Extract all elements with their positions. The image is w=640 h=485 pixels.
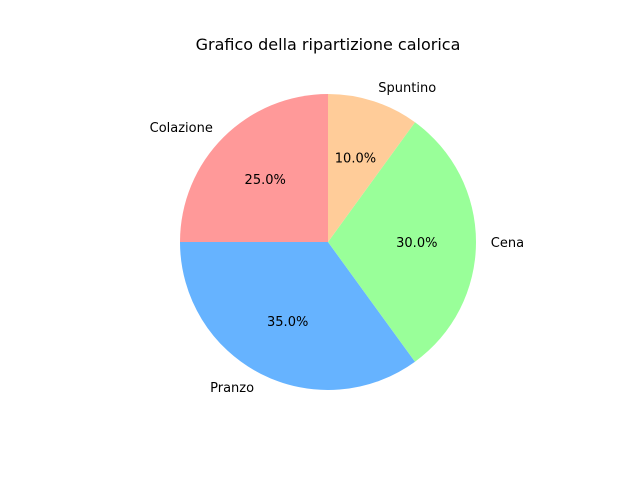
pie-slice-colazione (180, 94, 328, 242)
slice-label-pranzo: Pranzo (210, 381, 254, 396)
percent-label-spuntino: 10.0% (335, 152, 376, 167)
pie-slice-cena (328, 122, 476, 362)
slice-label-cena: Cena (491, 236, 524, 251)
slice-label-colazione: Colazione (150, 121, 213, 136)
chart-title: Grafico della ripartizione calorica (196, 35, 461, 54)
slice-label-spuntino: Spuntino (378, 81, 436, 96)
pie-slice-pranzo (180, 242, 415, 391)
pie-labels: Colazione 25.0% Pranzo 35.0% Cena 30.0% Spunti… (150, 81, 524, 396)
percent-label-colazione: 25.0% (245, 173, 286, 188)
pie-slice-spuntino (328, 94, 415, 242)
pie-slices (180, 94, 476, 391)
percent-label-pranzo: 35.0% (267, 315, 308, 330)
percent-label-cena: 30.0% (396, 236, 437, 251)
